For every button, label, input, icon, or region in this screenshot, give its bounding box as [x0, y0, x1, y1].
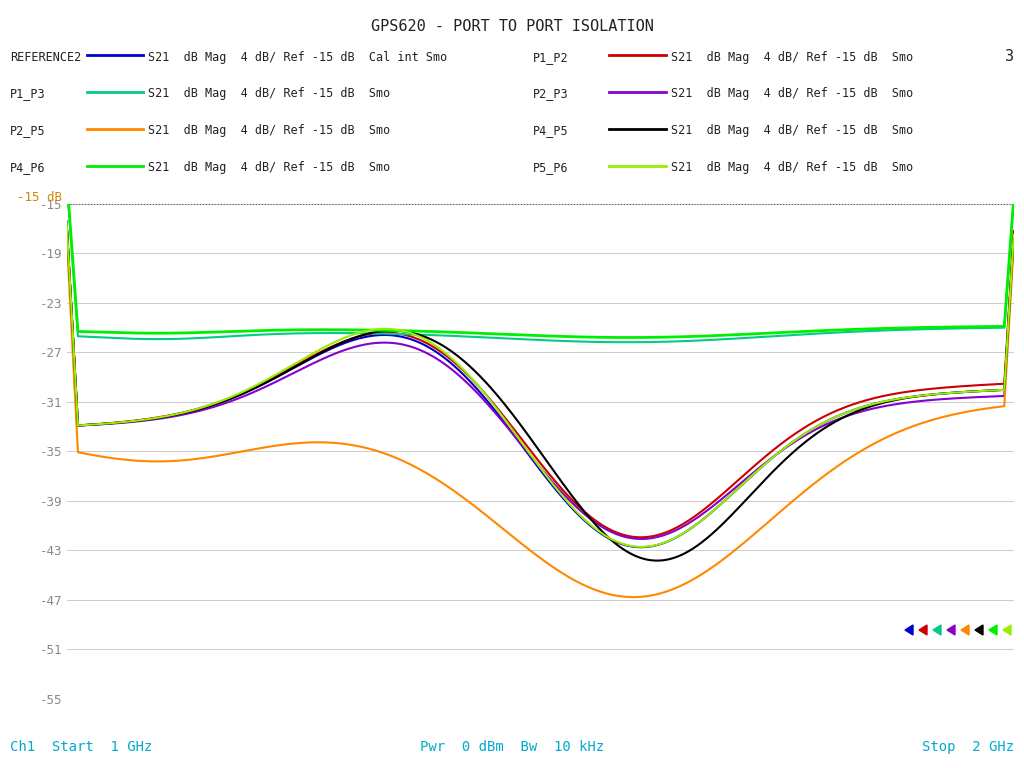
Text: GPS620 - PORT TO PORT ISOLATION: GPS620 - PORT TO PORT ISOLATION — [371, 19, 653, 35]
Polygon shape — [989, 625, 997, 635]
Text: P2_P3: P2_P3 — [532, 88, 568, 101]
Text: S21  dB Mag  4 dB/ Ref -15 dB  Smo: S21 dB Mag 4 dB/ Ref -15 dB Smo — [148, 124, 391, 137]
Polygon shape — [975, 625, 983, 635]
Text: S21  dB Mag  4 dB/ Ref -15 dB  Smo: S21 dB Mag 4 dB/ Ref -15 dB Smo — [148, 88, 391, 101]
Text: Stop  2 GHz: Stop 2 GHz — [922, 740, 1014, 754]
Text: Pwr  0 dBm  Bw  10 kHz: Pwr 0 dBm Bw 10 kHz — [420, 740, 604, 754]
Text: -15 dB: -15 dB — [16, 190, 61, 204]
Text: Ch1  Start  1 GHz: Ch1 Start 1 GHz — [10, 740, 153, 754]
Polygon shape — [961, 625, 969, 635]
Text: S21  dB Mag  4 dB/ Ref -15 dB  Smo: S21 dB Mag 4 dB/ Ref -15 dB Smo — [671, 88, 913, 101]
Text: S21  dB Mag  4 dB/ Ref -15 dB  Smo: S21 dB Mag 4 dB/ Ref -15 dB Smo — [671, 124, 913, 137]
Text: S21  dB Mag  4 dB/ Ref -15 dB  Smo: S21 dB Mag 4 dB/ Ref -15 dB Smo — [148, 161, 391, 174]
Text: P1_P2: P1_P2 — [532, 51, 568, 64]
Polygon shape — [905, 625, 913, 635]
Text: S21  dB Mag  4 dB/ Ref -15 dB  Smo: S21 dB Mag 4 dB/ Ref -15 dB Smo — [671, 51, 913, 64]
Text: 3: 3 — [1005, 48, 1014, 64]
Text: P4_P6: P4_P6 — [10, 161, 46, 174]
Polygon shape — [947, 625, 955, 635]
Text: S21  dB Mag  4 dB/ Ref -15 dB  Smo: S21 dB Mag 4 dB/ Ref -15 dB Smo — [671, 161, 913, 174]
Text: REFERENCE2: REFERENCE2 — [10, 51, 82, 64]
Text: S21  dB Mag  4 dB/ Ref -15 dB  Cal int Smo: S21 dB Mag 4 dB/ Ref -15 dB Cal int Smo — [148, 51, 447, 64]
Polygon shape — [1002, 625, 1011, 635]
Polygon shape — [919, 625, 927, 635]
Text: P5_P6: P5_P6 — [532, 161, 568, 174]
Text: P4_P5: P4_P5 — [532, 124, 568, 137]
Text: P2_P5: P2_P5 — [10, 124, 46, 137]
Text: P1_P3: P1_P3 — [10, 88, 46, 101]
Polygon shape — [933, 625, 941, 635]
